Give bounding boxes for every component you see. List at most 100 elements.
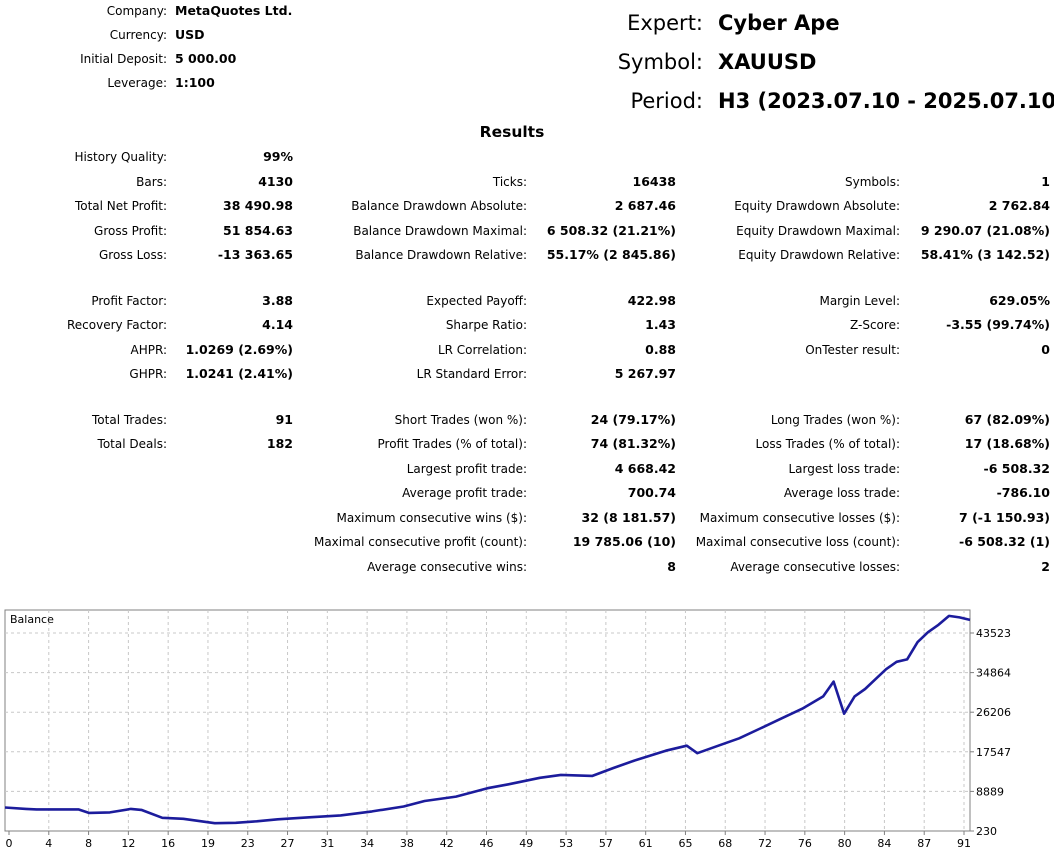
result-label: Largest loss trade: <box>788 462 900 476</box>
result-value: 19 785.06 (10) <box>572 534 676 549</box>
result-value: -6 508.32 (1) <box>959 534 1050 549</box>
result-value: 74 (81.32%) <box>590 436 676 451</box>
expert-value: Cyber Ape <box>718 11 840 35</box>
result-label: Maximal consecutive profit (count): <box>313 535 527 549</box>
x-tick-label: 27 <box>281 837 295 850</box>
symbol-value: XAUUSD <box>718 50 817 74</box>
x-tick-label: 4 <box>45 837 52 850</box>
result-value: 6 508.32 (21.21%) <box>546 223 676 238</box>
result-value: 2 <box>1041 559 1050 574</box>
result-label: Average profit trade: <box>402 486 527 500</box>
result-value: 5 267.97 <box>614 366 676 381</box>
x-tick-label: 46 <box>480 837 494 850</box>
x-tick-label: 16 <box>161 837 175 850</box>
result-label: Maximum consecutive wins ($): <box>336 511 527 525</box>
x-tick-label: 53 <box>559 837 573 850</box>
y-tick-label: 43523 <box>976 627 1011 640</box>
x-tick-label: 31 <box>320 837 334 850</box>
result-value: 99% <box>263 149 293 164</box>
result-label: Margin Level: <box>819 294 900 308</box>
result-label: Profit Factor: <box>91 294 167 308</box>
chart-frame <box>4 609 971 832</box>
result-label: Average consecutive losses: <box>730 560 900 574</box>
y-tick-label: 34864 <box>976 667 1011 680</box>
result-value: 2 762.84 <box>988 198 1050 213</box>
result-value: 1.43 <box>645 317 676 332</box>
result-value: 0.88 <box>645 342 676 357</box>
x-tick-label: 65 <box>678 837 692 850</box>
result-label: LR Standard Error: <box>416 367 527 381</box>
y-tick-label: 230 <box>976 825 997 838</box>
symbol-label: Symbol: <box>617 50 703 74</box>
result-value: 51 854.63 <box>223 223 293 238</box>
result-value: 629.05% <box>989 293 1050 308</box>
x-tick-label: 87 <box>917 837 931 850</box>
result-label: Total Net Profit: <box>74 199 167 213</box>
result-value: 3.88 <box>262 293 293 308</box>
result-label: Balance Drawdown Relative: <box>355 248 527 262</box>
result-value: 58.41% (3 142.52) <box>920 247 1050 262</box>
result-label: History Quality: <box>74 150 167 164</box>
expert-label: Expert: <box>627 11 703 35</box>
result-label: OnTester result: <box>805 343 900 357</box>
balance-line <box>4 614 971 825</box>
result-label: Long Trades (won %): <box>770 413 900 427</box>
result-label: Symbols: <box>845 175 900 189</box>
result-value: 2 687.46 <box>614 198 676 213</box>
result-label: Gross Loss: <box>99 248 167 262</box>
x-tick-label: 76 <box>798 837 812 850</box>
x-tick-label: 91 <box>957 837 971 850</box>
x-tick-label: 61 <box>639 837 653 850</box>
results-title: Results <box>479 123 545 141</box>
info-value: MetaQuotes Ltd. <box>175 3 293 18</box>
result-value: -786.10 <box>996 485 1050 500</box>
result-label: Short Trades (won %): <box>394 413 527 427</box>
result-value: 1 <box>1041 174 1050 189</box>
result-value: 4.14 <box>262 317 293 332</box>
result-label: Maximum consecutive losses ($): <box>699 511 900 525</box>
x-tick-label: 72 <box>758 837 772 850</box>
x-tick-label: 57 <box>599 837 613 850</box>
result-label: GHPR: <box>129 367 167 381</box>
result-label: Balance Drawdown Maximal: <box>353 224 527 238</box>
x-tick-label: 49 <box>519 837 533 850</box>
balance-chart-svg: 0 4 8 12 16 19 23 27 31 34 38 42 46 49 53 57 61 65 68 72 76 8… <box>4 609 1011 850</box>
y-tick-label: 8889 <box>976 785 1004 798</box>
result-value: 8 <box>667 559 676 574</box>
result-label: Loss Trades (% of total): <box>755 437 901 451</box>
x-tick-label: 0 <box>6 837 13 850</box>
chart-title: Balance <box>10 613 54 626</box>
x-tick-label: 23 <box>241 837 255 850</box>
result-label: Total Trades: <box>92 413 167 427</box>
x-tick-label: 42 <box>440 837 454 850</box>
x-tick-label: 68 <box>718 837 732 850</box>
info-label: Leverage: <box>107 76 167 90</box>
info-label: Initial Deposit: <box>80 52 167 66</box>
result-value: 422.98 <box>627 293 676 308</box>
result-label: Average loss trade: <box>783 486 900 500</box>
result-label: AHPR: <box>130 343 167 357</box>
result-value: 700.74 <box>627 485 676 500</box>
balance-chart: 0 4 8 12 16 19 23 27 31 34 38 42 46 49 53 57 61 65 68 72 76 8… <box>0 602 1054 852</box>
info-label: Company: <box>106 4 167 18</box>
period-value: H3 (2023.07.10 - 2025.07.10) <box>718 89 1054 113</box>
result-label: Balance Drawdown Absolute: <box>351 199 527 213</box>
result-value: 4130 <box>258 174 293 189</box>
result-value: 7 (-1 150.93) <box>959 510 1050 525</box>
result-value: 182 <box>266 436 293 451</box>
result-label: LR Correlation: <box>437 343 527 357</box>
result-label: Recovery Factor: <box>66 318 167 332</box>
x-tick-label: 84 <box>877 837 891 850</box>
result-value: 24 (79.17%) <box>590 412 676 427</box>
result-label: Sharpe Ratio: <box>445 318 527 332</box>
result-label: Largest profit trade: <box>406 462 527 476</box>
info-value: USD <box>175 27 205 42</box>
x-tick-label: 34 <box>360 837 374 850</box>
result-label: Maximal consecutive loss (count): <box>695 535 900 549</box>
y-tick-label: 17547 <box>976 746 1011 759</box>
result-label: Gross Profit: <box>94 224 167 238</box>
result-label: Bars: <box>136 175 167 189</box>
result-value: -3.55 (99.74%) <box>946 317 1050 332</box>
result-value: 1.0241 (2.41%) <box>185 366 293 381</box>
y-tick-label: 26206 <box>976 706 1011 719</box>
